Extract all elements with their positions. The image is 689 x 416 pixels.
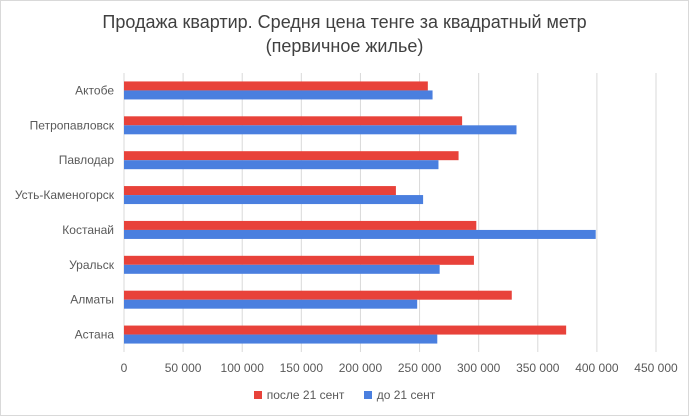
bar-after	[124, 186, 396, 196]
x-tick-label: 50 000	[165, 361, 202, 375]
legend-label-after: после 21 сент	[266, 388, 345, 402]
bar-before	[124, 264, 440, 274]
bar-after	[124, 325, 567, 335]
bar-before	[124, 299, 418, 309]
bar-after	[124, 255, 474, 265]
x-tick-label: 450 000	[634, 361, 678, 375]
chart-title-line1: Продажа квартир. Средня цена тенге за кв…	[102, 12, 587, 32]
bar-before	[124, 125, 517, 135]
category-label: Астана	[75, 328, 115, 342]
category-label: Павлодар	[59, 153, 115, 167]
legend-label-before: до 21 сент	[376, 388, 436, 402]
bar-after	[124, 290, 512, 300]
bar-before	[124, 90, 433, 100]
chart-title-line2: (первичное жилье)	[265, 36, 424, 56]
x-tick-label: 200 000	[339, 361, 383, 375]
legend-item-after: после 21 сент	[253, 388, 345, 402]
bar-before	[124, 195, 424, 205]
chart-title: Продажа квартир. Средня цена тенге за кв…	[0, 10, 689, 58]
x-tick-label: 300 000	[457, 361, 501, 375]
bar-after	[124, 81, 428, 91]
x-tick-label: 150 000	[280, 361, 324, 375]
legend-swatch-before	[363, 391, 372, 399]
category-label: Алматы	[70, 293, 114, 307]
legend-item-before: до 21 сент	[363, 388, 436, 402]
x-tick-label: 100 000	[221, 361, 265, 375]
bar-after	[124, 151, 459, 161]
legend-swatch-after	[253, 391, 262, 399]
category-label: Усть-Каменогорск	[15, 188, 115, 202]
x-tick-label: 0	[121, 361, 128, 375]
x-tick-label: 250 000	[398, 361, 442, 375]
category-label: Петропавловск	[30, 118, 115, 132]
bar-before	[124, 160, 439, 170]
bar-before	[124, 334, 438, 344]
category-label: Уральск	[69, 258, 115, 272]
category-label: Костанай	[62, 223, 114, 237]
bar-before	[124, 229, 596, 239]
bar-after	[124, 220, 477, 230]
x-tick-label: 400 000	[575, 361, 619, 375]
x-tick-label: 350 000	[516, 361, 560, 375]
bar-after	[124, 116, 463, 126]
category-label: Актобе	[75, 83, 114, 97]
legend: после 21 сент до 21 сент	[0, 388, 689, 402]
